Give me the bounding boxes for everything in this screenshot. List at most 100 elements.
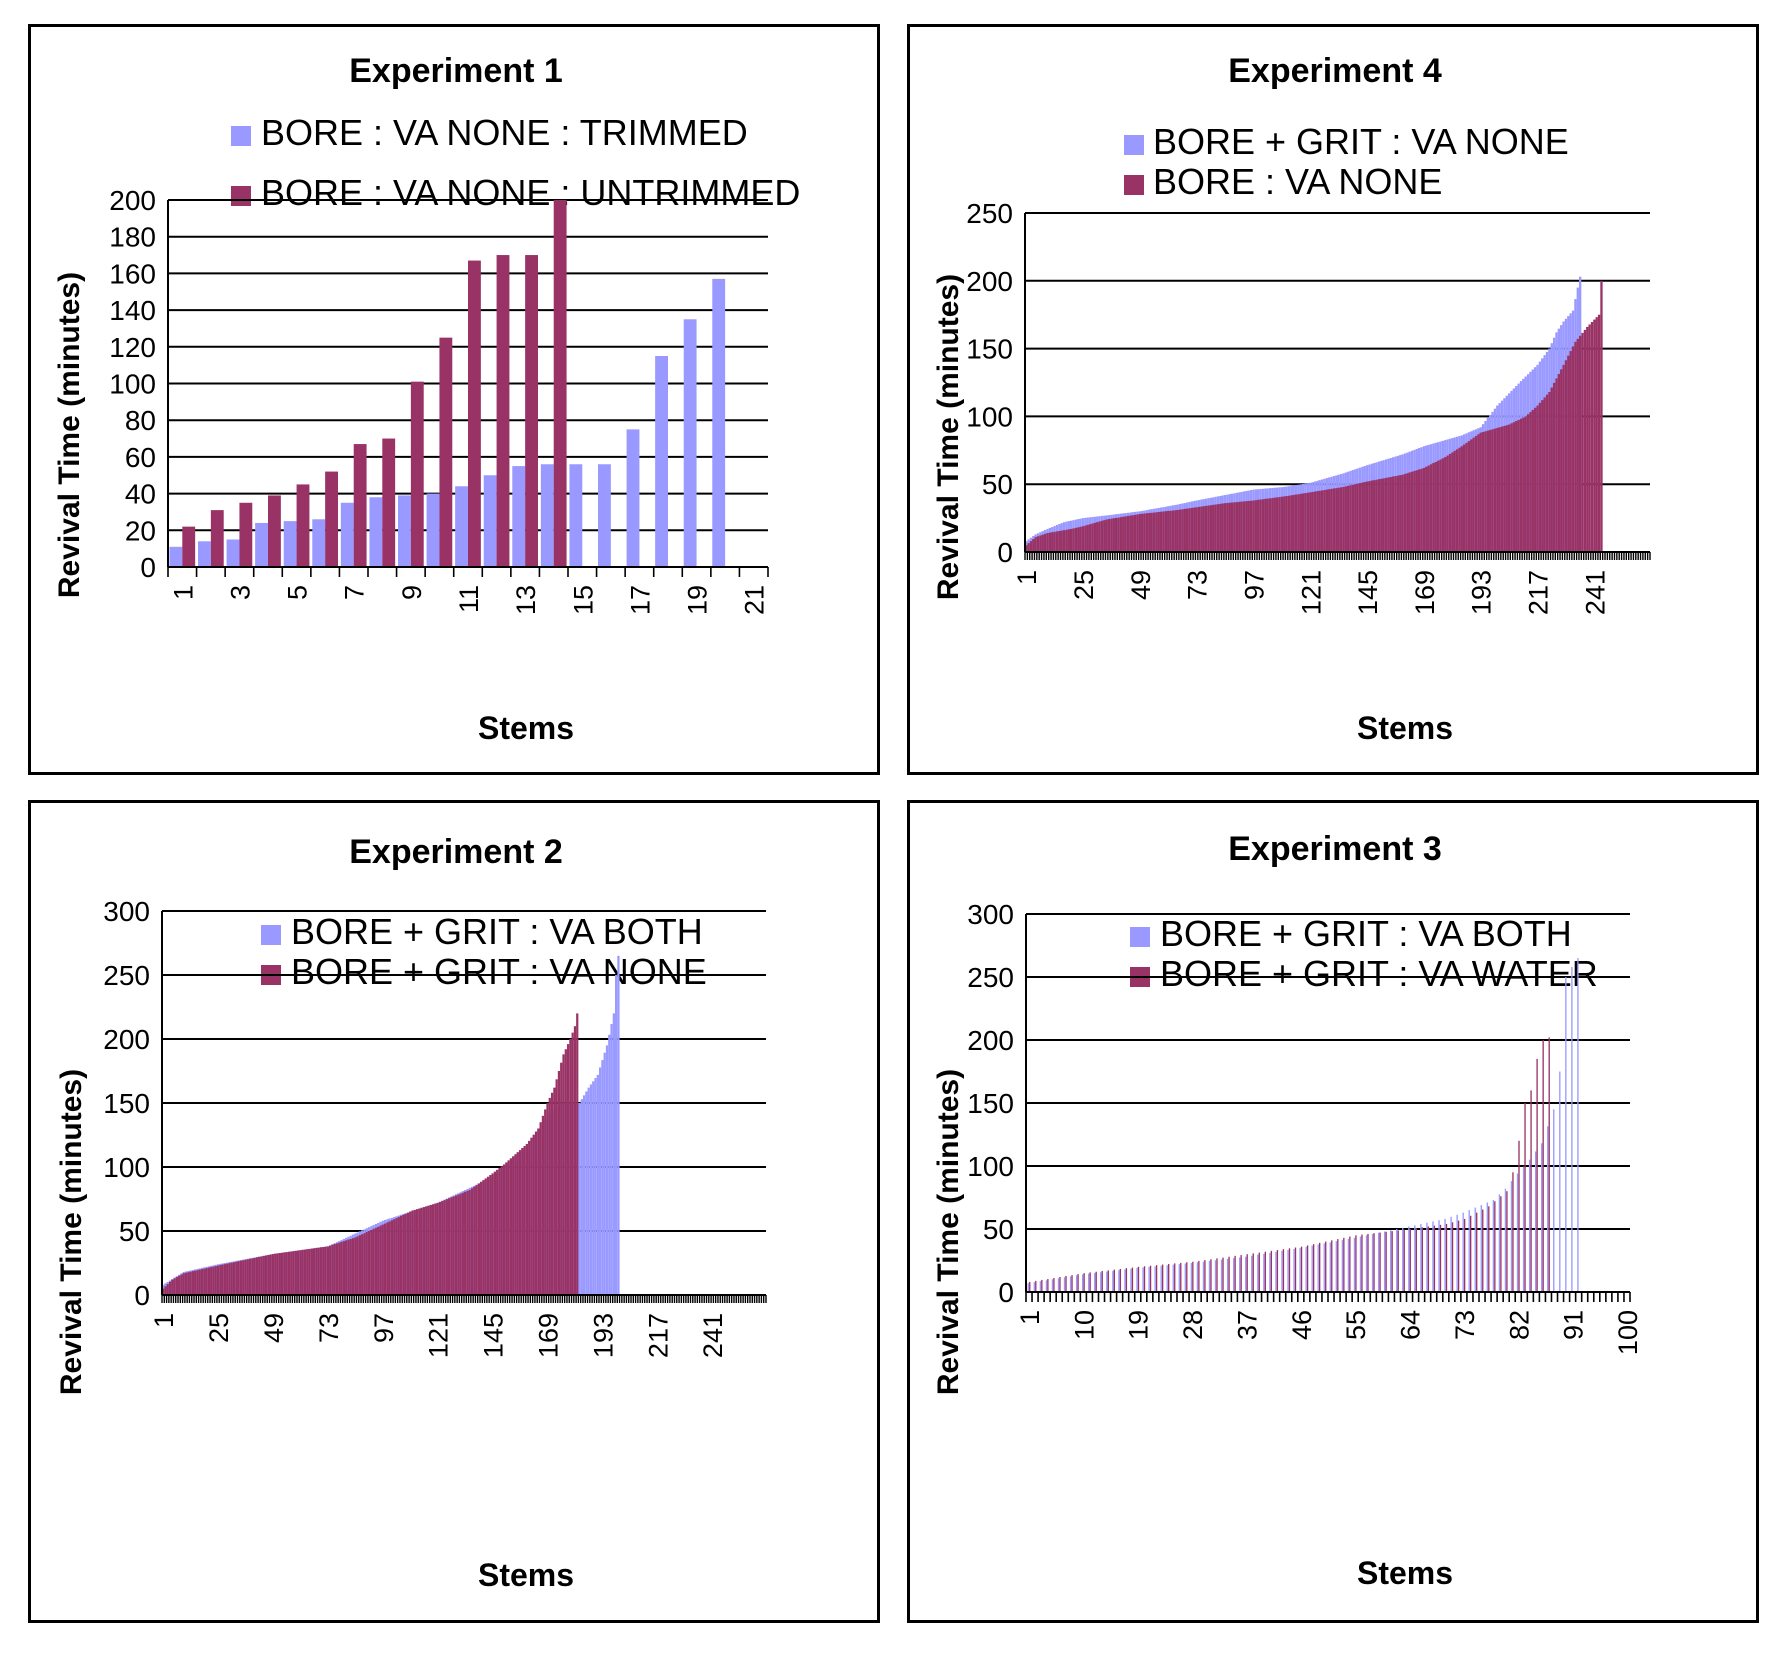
bar: [420, 1207, 423, 1295]
bar: [448, 1198, 451, 1295]
bar: [212, 1266, 215, 1295]
bar: [1142, 1267, 1144, 1292]
bar: [594, 1078, 597, 1295]
bar: [489, 1175, 492, 1295]
bar: [1168, 1264, 1170, 1292]
bar: [1162, 511, 1165, 552]
bar: [1204, 505, 1208, 552]
bar: [335, 1243, 339, 1295]
bar: [301, 1249, 304, 1295]
bar: [1249, 500, 1253, 552]
bar: [1247, 500, 1250, 552]
bar: [1027, 1283, 1029, 1292]
bar: [1197, 506, 1201, 552]
bar: [1105, 519, 1108, 552]
bar: [1172, 1264, 1174, 1292]
bar: [1375, 479, 1378, 552]
bar: [452, 1196, 455, 1295]
bar: [1302, 493, 1305, 552]
x-tick-label: 100: [1613, 1310, 1643, 1355]
bar: [1226, 1258, 1229, 1292]
y-tick-label: 80: [125, 405, 156, 436]
bar: [1486, 430, 1489, 552]
bar: [1281, 1250, 1283, 1292]
x-tick-label: 49: [1126, 570, 1156, 600]
bar: [1252, 500, 1255, 552]
bar: [1491, 429, 1494, 552]
bar: [582, 1095, 586, 1295]
bar: [1463, 1218, 1466, 1292]
y-tick-label: 0: [997, 537, 1013, 568]
bar: [329, 1245, 332, 1295]
bar: [1235, 502, 1239, 552]
bar: [443, 1200, 446, 1295]
bar: [566, 1044, 570, 1295]
legend: BORE + GRIT : VA BOTH BORE + GRIT : VA W…: [1130, 913, 1598, 994]
bar: [1207, 505, 1210, 552]
bar: [377, 1226, 380, 1295]
bar: [1214, 504, 1217, 552]
y-axis-label: Revival Time (minutes): [932, 1069, 965, 1395]
bar: [1216, 504, 1220, 552]
bar: [203, 1268, 206, 1295]
bar: [1081, 1274, 1084, 1292]
bar: [560, 1062, 563, 1295]
bar: [468, 1190, 471, 1295]
bar: [216, 1265, 220, 1295]
bar: [1373, 480, 1376, 552]
bar: [1470, 1215, 1472, 1292]
x-tick-label: 28: [1178, 1310, 1208, 1340]
bar: [1065, 529, 1068, 552]
bar: [1403, 473, 1407, 552]
bar: [599, 1067, 602, 1295]
bar: [525, 255, 538, 568]
bar: [1349, 485, 1352, 552]
bar: [255, 1257, 259, 1295]
bar: [1110, 518, 1113, 552]
bar: [576, 1013, 579, 1295]
bar: [370, 1229, 373, 1295]
bar: [1077, 1274, 1079, 1292]
bar: [1091, 523, 1094, 552]
bar: [169, 546, 183, 567]
bar: [1299, 493, 1302, 552]
bar: [1344, 486, 1347, 552]
legend-swatch-bore-grit-va-none: [1124, 135, 1144, 155]
bar: [1155, 1265, 1158, 1292]
bar: [325, 471, 338, 567]
bar: [264, 1255, 268, 1295]
bar: [411, 1210, 414, 1295]
bar: [1325, 1241, 1327, 1292]
bar: [1184, 1263, 1186, 1292]
bar: [1474, 1207, 1476, 1292]
bar: [331, 1244, 334, 1295]
bar: [1067, 529, 1070, 552]
bar: [1403, 1229, 1405, 1292]
bar: [369, 497, 383, 567]
bar: [1526, 414, 1530, 552]
bar: [351, 1238, 355, 1295]
bar: [1287, 495, 1291, 552]
bar: [512, 466, 526, 567]
bar: [1541, 1143, 1543, 1292]
y-tick-label: 200: [967, 1025, 1014, 1056]
bar: [514, 1154, 517, 1295]
bar: [461, 1192, 464, 1295]
legend-swatch-untrimmed: [231, 186, 251, 206]
y-tick-label: 150: [967, 1088, 1014, 1119]
y-tick-label: 250: [966, 198, 1013, 229]
chart-panel-experiment-1: Experiment 1 BORE : VA NONE : TRIMMED BO…: [28, 24, 880, 775]
bar: [1043, 533, 1047, 552]
bar: [596, 1074, 599, 1295]
bar: [210, 510, 224, 567]
bar: [1456, 1214, 1458, 1292]
bar: [1223, 503, 1227, 552]
bar: [1033, 1282, 1035, 1292]
bar: [1434, 461, 1437, 552]
bar: [1329, 1242, 1331, 1292]
bar: [1157, 512, 1160, 552]
bar: [200, 1269, 204, 1295]
bar: [354, 1237, 357, 1295]
bar: [1382, 478, 1385, 552]
bar: [1150, 512, 1153, 552]
